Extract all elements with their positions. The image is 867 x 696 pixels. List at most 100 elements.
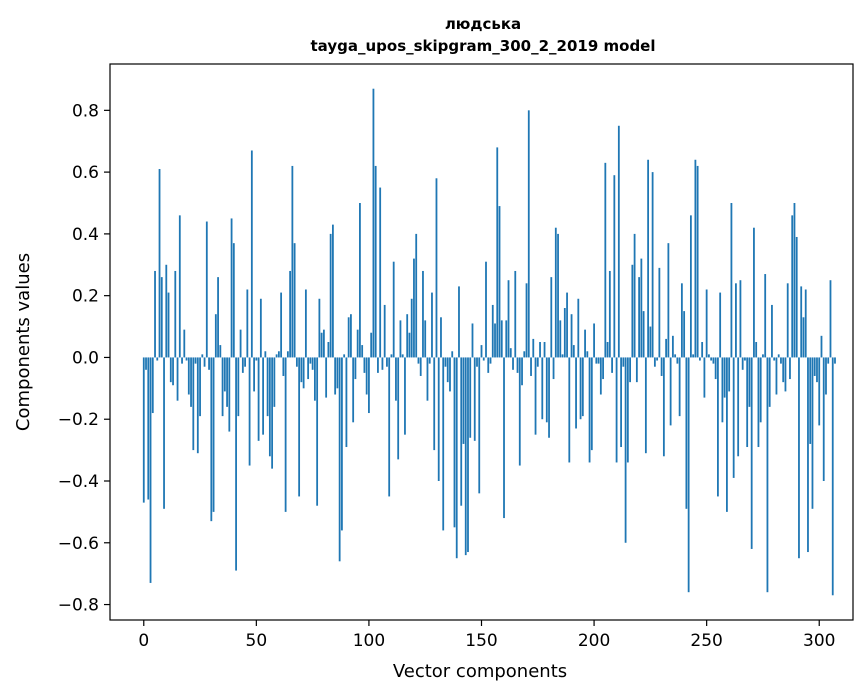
- bar: [262, 357, 264, 435]
- bar: [507, 280, 510, 358]
- bar: [298, 357, 301, 497]
- bar: [359, 203, 361, 358]
- bar: [392, 261, 395, 358]
- bar: [667, 243, 670, 358]
- bar: [169, 357, 172, 383]
- bar: [336, 357, 339, 389]
- bar: [341, 357, 343, 531]
- bar: [626, 357, 629, 463]
- bar: [554, 227, 557, 358]
- bar: [784, 357, 787, 392]
- chart-subtitle: tayga_upos_skipgram_300_2_2019 model: [311, 37, 656, 55]
- bar: [759, 357, 762, 423]
- bar: [354, 357, 357, 380]
- bar: [444, 357, 447, 367]
- bar: [834, 357, 836, 364]
- bar: [798, 357, 800, 559]
- bar: [482, 357, 485, 361]
- bar: [271, 357, 274, 469]
- bar: [757, 357, 760, 448]
- bar: [399, 320, 402, 358]
- bar: [455, 357, 458, 559]
- bar: [631, 264, 634, 358]
- bar: [178, 215, 181, 358]
- bar: [678, 357, 681, 417]
- bar: [726, 357, 728, 512]
- chart-title: людська: [445, 15, 521, 33]
- bar: [368, 357, 370, 414]
- bar: [397, 357, 400, 460]
- bar: [561, 354, 564, 358]
- bar: [699, 357, 701, 361]
- bar: [624, 357, 627, 543]
- bar: [606, 342, 609, 358]
- bar: [467, 357, 469, 553]
- bar: [647, 159, 650, 358]
- bar: [345, 357, 348, 448]
- bar: [374, 165, 377, 358]
- bar: [656, 357, 659, 361]
- bar: [183, 329, 186, 358]
- bar: [352, 357, 355, 423]
- bar: [644, 357, 647, 454]
- y-axis-ticks: −0.8 −0.6 −0.4 −0.2 0.0 0.2 0.4 0.6 0.8: [58, 101, 110, 616]
- bar: [255, 357, 258, 361]
- bar: [181, 357, 183, 364]
- bar: [286, 351, 289, 358]
- bar: [514, 270, 517, 358]
- bar: [316, 357, 319, 506]
- bar: [469, 357, 472, 438]
- bar: [163, 357, 165, 509]
- bar: [248, 357, 251, 466]
- bar: [239, 329, 242, 358]
- bar: [365, 357, 368, 395]
- bar: [295, 357, 298, 367]
- x-tick-label: 50: [246, 631, 268, 651]
- bar: [334, 357, 337, 395]
- bar: [250, 150, 253, 358]
- bar: [489, 357, 492, 364]
- bar: [435, 178, 438, 358]
- bar: [282, 357, 285, 376]
- bar: [813, 357, 816, 376]
- bar: [701, 342, 704, 358]
- bar: [532, 338, 535, 358]
- bar: [820, 335, 823, 358]
- bar: [221, 357, 224, 417]
- bar: [318, 298, 321, 358]
- bar: [696, 165, 699, 358]
- bar: [604, 162, 607, 358]
- bar: [464, 357, 467, 556]
- bar: [307, 357, 310, 380]
- bar: [534, 357, 537, 435]
- bar: [302, 357, 305, 389]
- bar: [156, 357, 159, 361]
- bar: [563, 308, 566, 358]
- bar: [167, 292, 170, 358]
- bar: [304, 289, 307, 358]
- bar: [692, 354, 695, 358]
- bar: [431, 292, 433, 358]
- bar: [235, 357, 237, 571]
- bar: [608, 270, 611, 358]
- bar: [649, 326, 652, 358]
- bar: [246, 289, 249, 358]
- bar: [687, 357, 690, 593]
- bar: [408, 332, 411, 358]
- bar: [512, 357, 514, 370]
- bar: [338, 357, 341, 562]
- y-tick-label: −0.6: [58, 534, 99, 554]
- bar: [196, 357, 199, 454]
- bar: [503, 357, 505, 519]
- bar: [201, 354, 204, 358]
- bar: [662, 357, 665, 457]
- bar: [228, 357, 231, 432]
- bar: [653, 357, 656, 367]
- bar: [273, 357, 276, 407]
- bar: [577, 298, 580, 358]
- bar: [723, 357, 726, 398]
- bar: [462, 357, 465, 444]
- bar: [728, 357, 731, 392]
- bar: [192, 357, 195, 451]
- bar: [545, 357, 548, 423]
